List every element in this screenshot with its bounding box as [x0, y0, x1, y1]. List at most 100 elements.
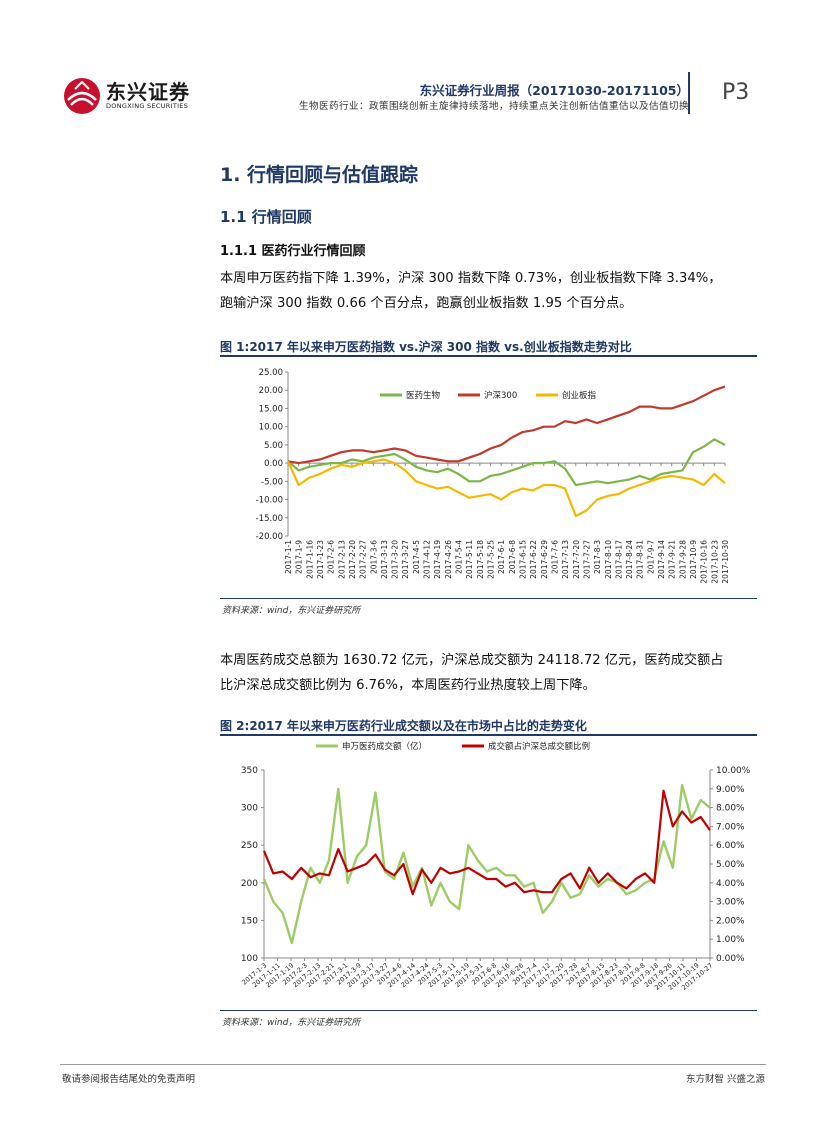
figure-1-bottom-rule [220, 598, 757, 599]
section-heading: 1. 行情回顾与估值跟踪 [220, 164, 419, 186]
y-tick-label: 350 [241, 766, 258, 776]
y2-tick-label: 6.00% [716, 841, 745, 851]
subsection-heading: 1.1 行情回顾 [220, 208, 312, 226]
figure-2-bottom-rule [220, 1010, 757, 1011]
paragraph-line: 本周申万医药指下降 1.39%，沪深 300 指数下降 0.73%，创业板指数下… [220, 271, 722, 286]
x-tick-label: 2017-5-18 [476, 540, 485, 579]
y-tick-label: 250 [241, 841, 258, 851]
x-tick-label: 2017-10-9 [689, 540, 698, 579]
x-tick-label: 2017-2-6 [327, 540, 336, 574]
y-tick-label: 300 [241, 804, 258, 814]
page-number: P3 [722, 80, 750, 105]
footer-rule [60, 1064, 766, 1065]
y2-tick-label: 2.00% [716, 916, 745, 926]
figure-1-title: 图 1:2017 年以来申万医药指数 vs.沪深 300 指数 vs.创业板指数… [220, 340, 632, 354]
y2-tick-label: 5.00% [716, 860, 745, 870]
paragraph-market-review: 本周申万医药指下降 1.39%，沪深 300 指数下降 0.73%，创业板指数下… [220, 266, 768, 316]
x-tick-label: 2017-10-23 [710, 540, 719, 584]
x-tick-label: 2017-8-24 [625, 540, 634, 579]
x-tick-label: 2017-3-13 [380, 540, 389, 579]
y-tick-label: 200 [241, 879, 258, 889]
y-tick-label: 20.00 [259, 386, 283, 396]
x-tick-label: 2017-6-8 [508, 540, 517, 574]
figure-1-top-rule [220, 355, 757, 357]
x-tick-label: 2017-4-26 [444, 540, 453, 579]
y-tick-label: 15.00 [259, 404, 283, 414]
x-tick-label: 2017-5-4 [455, 540, 464, 574]
header-divider [688, 72, 690, 114]
legend-label: 沪深300 [484, 390, 517, 401]
x-tick-label: 2017-6-1 [497, 540, 506, 574]
x-tick-label: 2017-6-15 [518, 540, 527, 579]
x-tick-label: 2017-2-27 [359, 540, 368, 579]
x-tick-label: 2017-10-16 [700, 540, 709, 584]
y-tick-label: 150 [241, 916, 258, 926]
figure-1-chart: 25.00 20.00 15.00 10.00 5.00 0.00 -5.00 -10.00 -… [256, 368, 730, 584]
report-subtitle: 生物医药行业：政策围绕创新主旋律持续落地，持续重点关注创新估值重估以及估值切换 [298, 101, 689, 112]
y-tick-label: 10.00 [259, 423, 283, 433]
logo-text-cn: 东兴证券 [106, 80, 190, 104]
series-line [287, 438, 726, 487]
figure-1-source: 资料来源：wind，东兴证券研究所 [222, 606, 361, 616]
x-tick-label: 2017-1-9 [295, 540, 304, 574]
y-tick-label: -20.00 [256, 532, 283, 542]
y2-tick-label: 7.00% [716, 822, 745, 832]
y2-tick-label: 1.00% [716, 935, 745, 945]
x-tick-label: 2017-8-10 [604, 540, 613, 579]
legend-label: 创业板指 [562, 390, 597, 401]
x-tick-label: 2017-6-29 [540, 540, 549, 579]
x-tick-label: 2017-3-27 [401, 540, 410, 579]
y-tick-label: -15.00 [256, 514, 283, 524]
x-tick-label: 2017-9-7 [646, 540, 655, 574]
x-tick-label: 2017-5-11 [465, 540, 474, 579]
x-tick-label: 2017-7-13 [561, 540, 570, 579]
x-tick-label: 2017-8-31 [636, 540, 645, 579]
report-title: 东兴证券行业周报（20171030-20171105） [419, 83, 689, 98]
x-tick-label: 2017-2-20 [348, 540, 357, 579]
x-tick-label: 2017-10-30 [721, 540, 730, 584]
series-line [262, 783, 711, 945]
legend-label: 医药生物 [406, 390, 441, 401]
x-tick-label: 2017-7-6 [550, 540, 559, 574]
y-tick-label: 5.00 [264, 441, 283, 451]
paragraph-line: 跑输沪深 300 指数 0.66 个百分点，跑赢创业板指数 1.95 个百分点。 [220, 296, 633, 311]
x-tick-label: 2017-3-6 [369, 540, 378, 574]
y-tick-label: 25.00 [259, 368, 283, 378]
figure-2-chart: 350 300 250 200 150 100 10.00% 9.00% 8.00% 7.00% 6… [241, 741, 751, 992]
y-tick-label: 100 [241, 954, 258, 964]
paragraph-turnover: 本周医药成交总额为 1630.72 亿元，沪深总成交额为 24118.72 亿元… [220, 648, 768, 698]
figure-2-source: 资料来源：wind，东兴证券研究所 [222, 1018, 361, 1028]
y2-tick-label: 8.00% [716, 804, 745, 814]
x-tick-label: 2017-1-1 [284, 540, 293, 574]
x-tick-label: 2017-4-19 [433, 540, 442, 579]
series-line [286, 458, 726, 518]
x-tick-label: 2017-6-22 [529, 540, 538, 579]
series-line [262, 789, 711, 896]
x-tick-label: 2017-2-13 [337, 540, 346, 579]
figure-2-title: 图 2:2017 年以来申万医药行业成交额以及在市场中占比的走势变化 [220, 719, 587, 733]
x-tick-label: 2017-4-5 [412, 540, 421, 574]
x-tick-label: 2017-3-20 [391, 540, 400, 579]
x-tick-label: 2017-9-28 [678, 540, 687, 579]
y2-tick-label: 9.00% [716, 785, 745, 795]
y2-tick-label: 0.00% [716, 954, 745, 964]
x-tick-label: 2017-8-3 [593, 540, 602, 574]
y2-tick-label: 4.00% [716, 879, 745, 889]
y-tick-label: 0.00 [264, 459, 283, 469]
x-tick-label: 2017-9-14 [657, 540, 666, 579]
y2-tick-label: 3.00% [716, 898, 745, 908]
legend-label: 申万医药成交额（亿） [342, 741, 427, 752]
paragraph-line: 本周医药成交总额为 1630.72 亿元，沪深总成交额为 24118.72 亿元… [220, 653, 724, 668]
footer-slogan: 东方财智 兴盛之源 [685, 1074, 765, 1085]
logo-text-en: DONGXING SECURITIES [106, 102, 189, 110]
legend-label: 成交额占沪深总成交额比例 [488, 741, 590, 752]
figure-2-top-rule [220, 734, 757, 736]
x-tick-label: 2017-4-12 [423, 540, 432, 579]
x-tick-label: 2017-9-21 [668, 540, 677, 579]
logo-emblem-icon [64, 78, 100, 114]
y-tick-label: -5.00 [261, 477, 283, 487]
paragraph-line: 比沪深总成交额比例为 6.76%，本周医药行业热度较上周下降。 [220, 678, 596, 693]
y-tick-label: -10.00 [256, 496, 283, 506]
x-tick-label: 2017-1-23 [316, 540, 325, 579]
x-tick-label: 2017-8-17 [614, 540, 623, 579]
